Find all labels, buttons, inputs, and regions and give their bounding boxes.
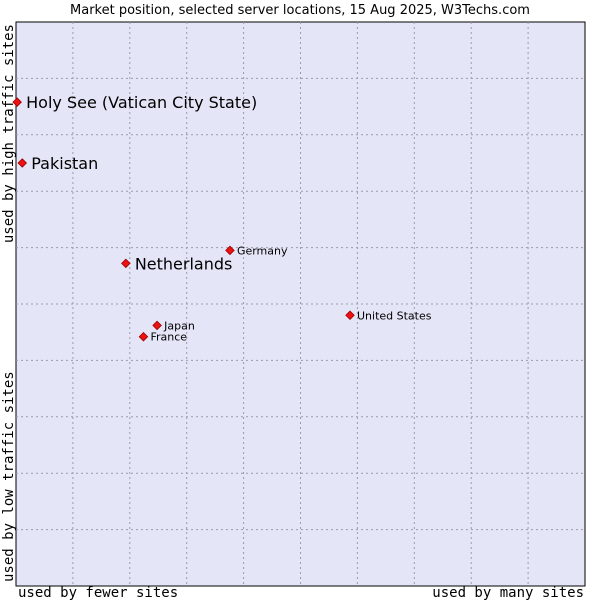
point-label-holy-see-vatican-city-state: Holy See (Vatican City State) <box>26 93 257 112</box>
point-marker-japan <box>152 320 162 331</box>
x-axis-label-right: used by many sites <box>432 585 584 600</box>
chart-title: Market position, selected server locatio… <box>70 3 530 18</box>
point-marker-germany <box>225 245 235 256</box>
grid-lines <box>16 22 585 586</box>
point-label-pakistan: Pakistan <box>31 154 98 173</box>
x-axis-label-left: used by fewer sites <box>18 585 178 600</box>
point-marker-holy-see-vatican-city-state <box>12 97 22 107</box>
point-label-france: France <box>150 331 187 344</box>
data-points: Holy See (Vatican City State) Pakistan Net… <box>12 93 432 344</box>
point-marker-united-states <box>345 310 355 321</box>
point-label-japan: Japan <box>163 319 195 332</box>
point-marker-netherlands <box>121 258 131 269</box>
point-label-germany: Germany <box>237 244 288 257</box>
point-marker-pakistan <box>17 158 28 168</box>
y-axis-label-top: used by high traffic sites <box>1 24 17 243</box>
y-axis-label-bottom: used by low traffic sites <box>1 371 17 582</box>
point-label-united-states: United States <box>357 309 432 322</box>
point-label-netherlands: Netherlands <box>135 254 233 273</box>
point-marker-france <box>138 331 149 342</box>
